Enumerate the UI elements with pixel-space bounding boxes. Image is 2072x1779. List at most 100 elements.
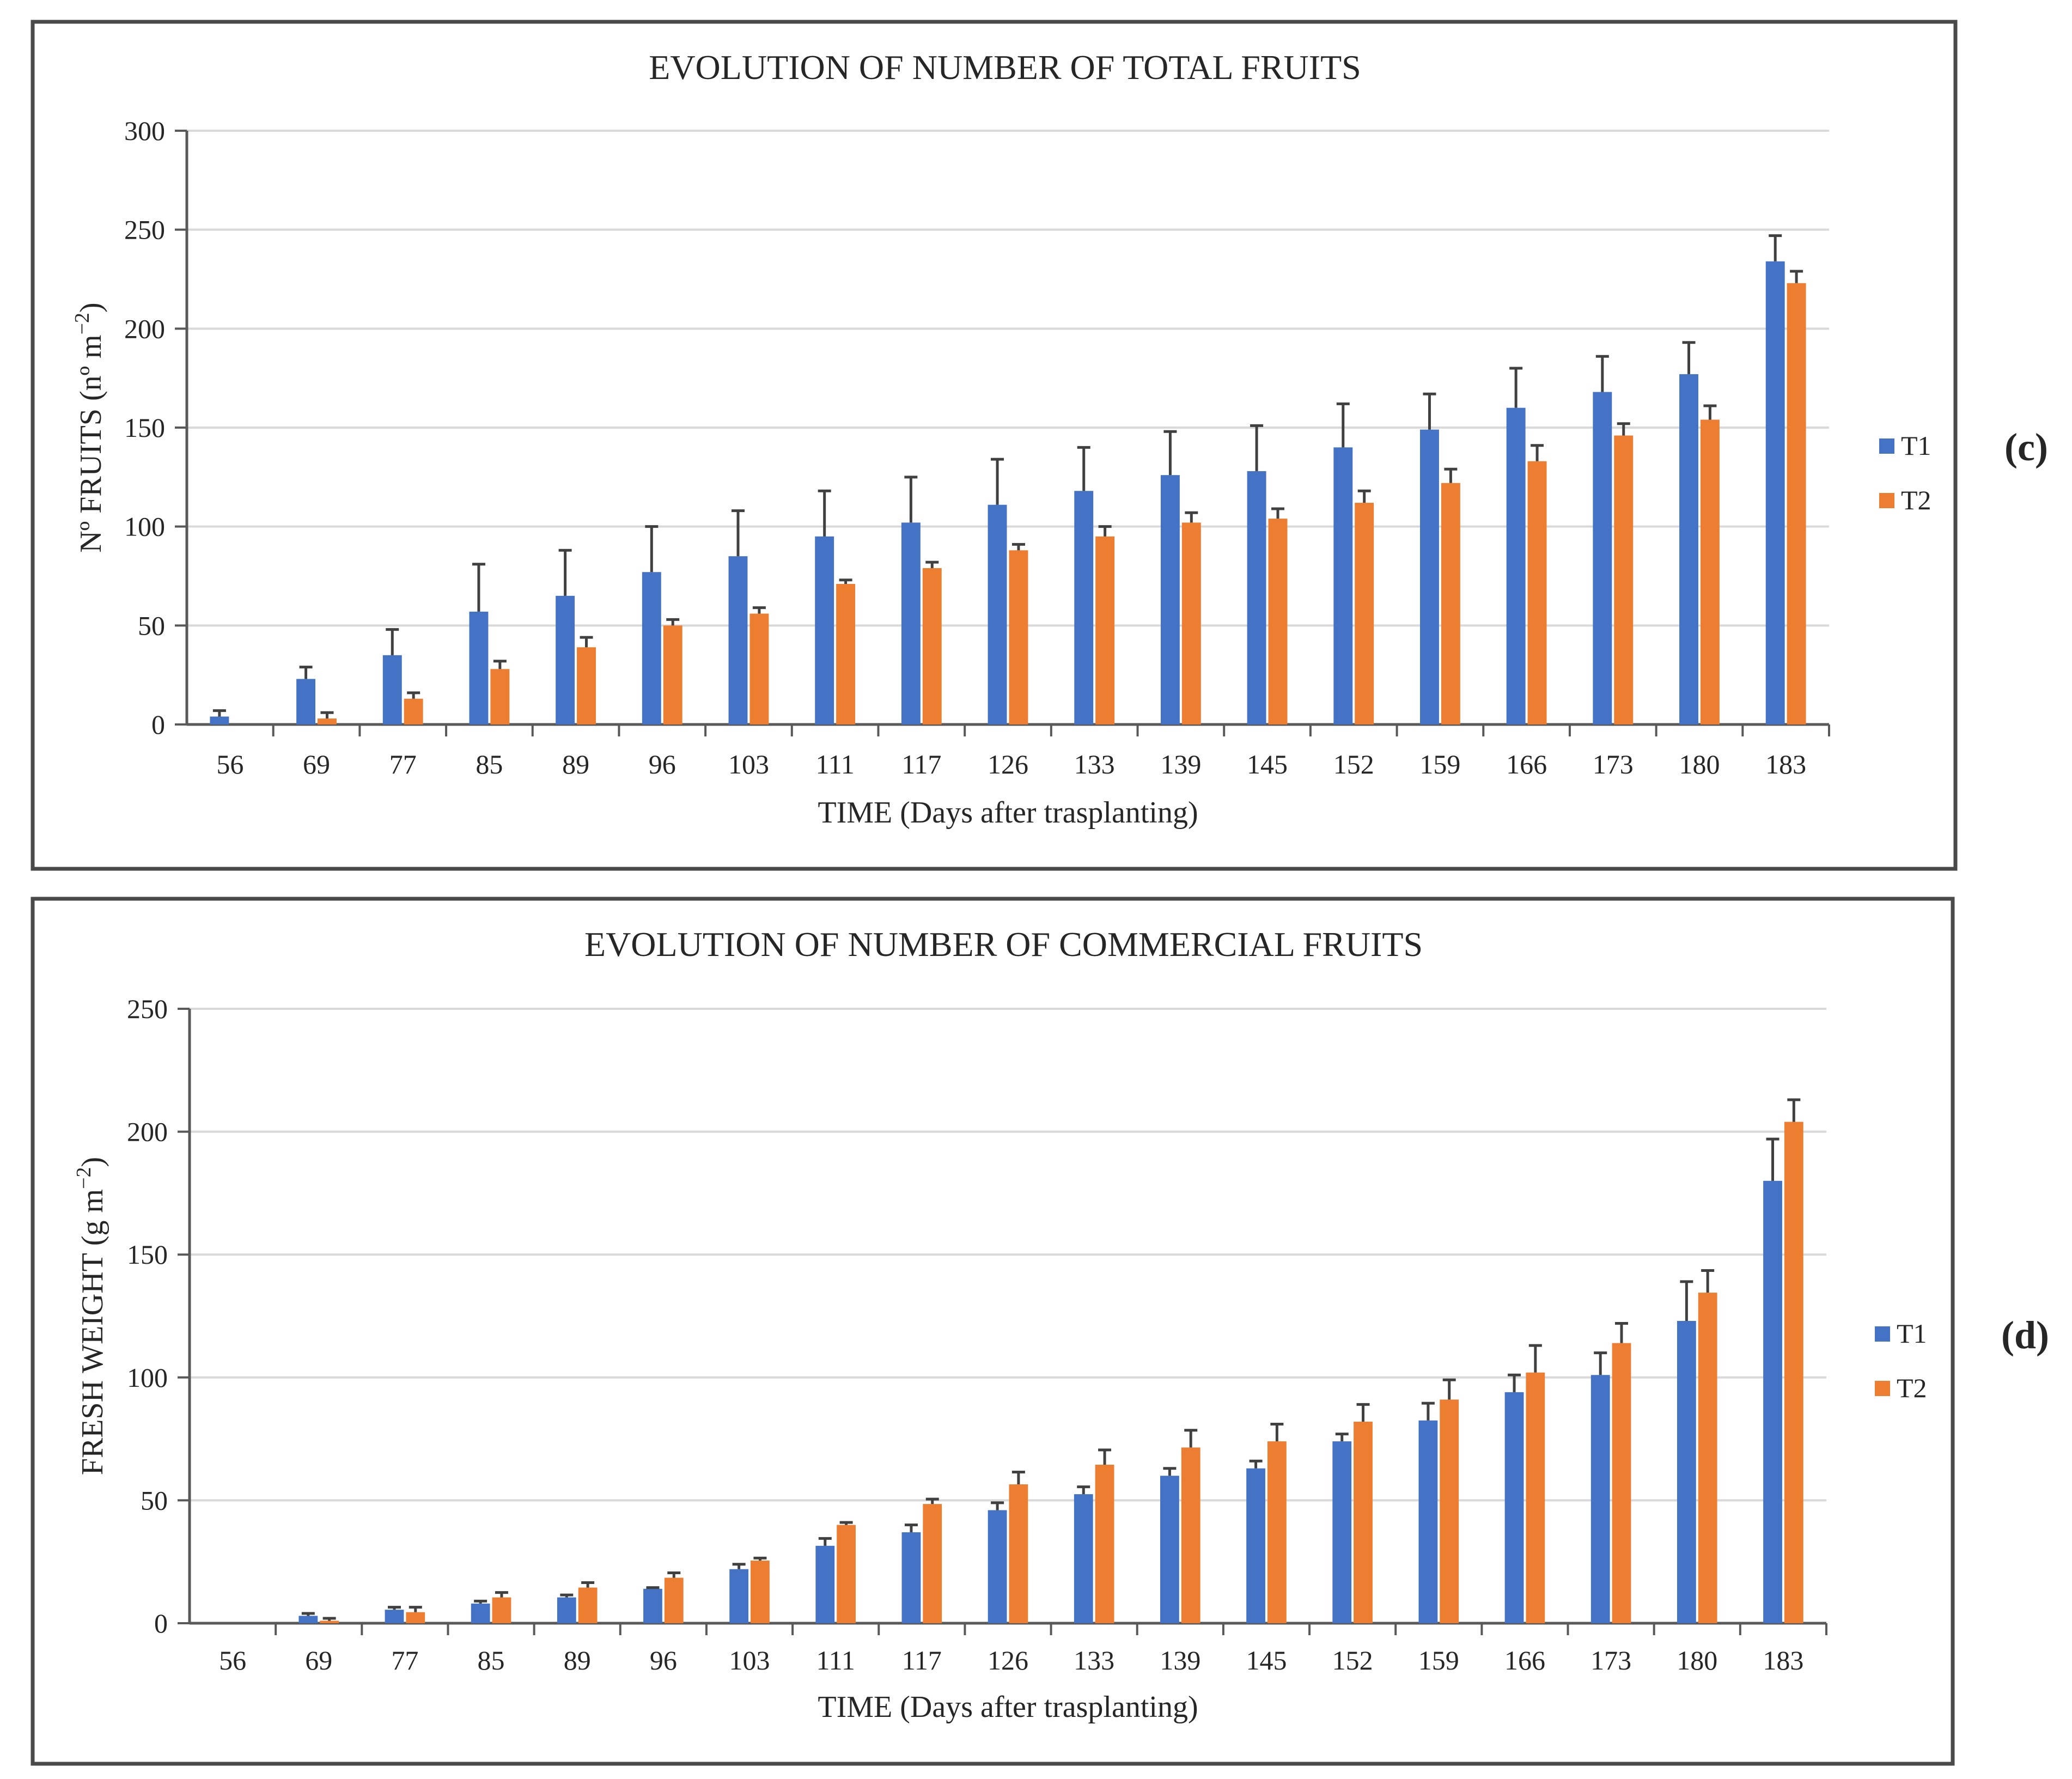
bar-t2 [1095,536,1115,724]
bar-t1 [210,716,229,724]
y-tick-label: 300 [124,115,165,146]
x-tick-label: 159 [1419,749,1460,779]
bar-t2 [922,568,942,724]
y-axis-label-main: Nº FRUITS (nº m [74,334,108,552]
bar-t2 [1267,1441,1287,1623]
bar-t1 [901,522,921,724]
bar-t1 [1074,1494,1093,1623]
x-tick-label: 180 [1679,749,1720,779]
bar-t2 [1526,1372,1545,1623]
y-tick-label: 250 [124,215,165,245]
y-tick-label: 150 [127,1239,168,1270]
y-axis-label-main: FRESH WEIGHT (g m [76,1189,109,1475]
bar-t1 [1160,1476,1179,1623]
x-tick-label: 159 [1418,1645,1459,1676]
x-tick-label: 152 [1333,749,1374,779]
bar-t1 [1679,374,1698,724]
x-tick-label: 166 [1504,1645,1545,1676]
y-axis-label: Nº FRUITS (nº m−2) [71,302,108,552]
bar-t1 [729,1569,749,1623]
chart-title: EVOLUTION OF NUMBER OF TOTAL FRUITS [649,48,1361,87]
chart-panel-total-fruits: EVOLUTION OF NUMBER OF TOTAL FRUITS 0 50 10… [31,20,2048,871]
y-axis-label: FRESH WEIGHT (g m−2) [72,1157,109,1475]
x-axis-label: TIME (Days after trasplanting) [818,1690,1198,1724]
bar-t1 [471,1603,490,1623]
x-tick-label: 126 [988,749,1028,779]
legend-label-t1: T1 [1897,1318,1927,1349]
x-tick-label: 133 [1074,1645,1114,1676]
x-tick-label: 69 [303,749,330,779]
x-tick-label: 89 [564,1645,591,1676]
bar-t2 [1095,1464,1114,1623]
bar-t2 [1009,1484,1028,1623]
bar-t2 [1181,1447,1200,1623]
x-tick-label: 56 [219,1645,246,1676]
legend-label-t2: T2 [1901,485,1931,515]
panel-label: (c) [2004,425,2048,469]
bar-t2 [751,1560,770,1623]
bar-t1 [556,595,575,724]
bar-t2 [837,1525,856,1623]
y-tick-label: 200 [124,313,165,344]
bar-t2 [1441,483,1460,724]
bar-t2 [577,647,596,724]
bar-t1 [1420,429,1439,724]
bar-t1 [815,536,834,724]
bar-t2 [1527,461,1547,724]
bar-t1 [296,679,316,724]
bar-t1 [1074,491,1094,724]
bar-t2 [1181,522,1201,724]
bar-t1 [382,655,402,724]
bar-t1 [815,1545,835,1623]
x-tick-label: 96 [650,1645,677,1676]
x-tick-label: 85 [478,1645,505,1676]
bar-t1 [1677,1321,1696,1623]
x-tick-label: 69 [305,1645,332,1676]
bar-t1 [1332,1441,1352,1623]
bar-t2 [1354,1422,1373,1623]
x-tick-label: 173 [1593,749,1634,779]
bar-t1 [1160,475,1180,724]
chart-panel-commercial-fruits: EVOLUTION OF NUMBER OF COMMERCIAL FRUITS… [31,897,2049,1766]
x-tick-label: 139 [1160,749,1201,779]
bar-t2 [1355,503,1374,724]
y-tick-label: 200 [127,1117,168,1147]
bar-t1 [385,1610,404,1623]
bar-t2 [663,625,682,724]
bar-t2 [923,1504,942,1623]
bar-t2 [1268,519,1288,724]
legend-label-t2: T2 [1897,1373,1927,1403]
bar-t1 [1247,471,1266,724]
panel-label: (d) [2001,1313,2049,1357]
bar-t2 [836,584,856,724]
x-tick-label: 180 [1677,1645,1717,1676]
y-axis-label-close: ) [74,302,108,313]
bar-t2 [1440,1399,1459,1623]
y-tick-label: 150 [124,412,165,443]
x-tick-label: 103 [728,749,769,779]
x-tick-label: 85 [476,749,503,779]
legend-label-t1: T1 [1901,430,1931,461]
bar-t2 [492,1597,511,1623]
x-tick-label: 103 [729,1645,770,1676]
bar-t2 [664,1577,684,1623]
x-tick-label: 173 [1590,1645,1631,1676]
bar-t1 [642,572,661,724]
bar-t2 [1784,1122,1803,1623]
bar-t2 [318,718,337,724]
bar-t2 [1612,1343,1631,1623]
y-axis-label-superscript: −2 [72,1167,95,1189]
bar-t1 [557,1597,576,1623]
chart-frame [31,20,1958,871]
x-tick-label: 89 [562,749,589,779]
y-tick-label: 0 [154,1608,168,1638]
chart-frame [31,897,1955,1766]
chart-title: EVOLUTION OF NUMBER OF COMMERCIAL FRUITS [584,925,1423,964]
legend-swatch-t2 [1879,493,1894,508]
x-axis-label: TIME (Days after trasplanting) [818,796,1198,830]
bar-t2 [1009,550,1028,724]
x-tick-label: 145 [1246,1645,1287,1676]
y-tick-label: 0 [151,709,165,740]
bar-t1 [901,1532,921,1623]
